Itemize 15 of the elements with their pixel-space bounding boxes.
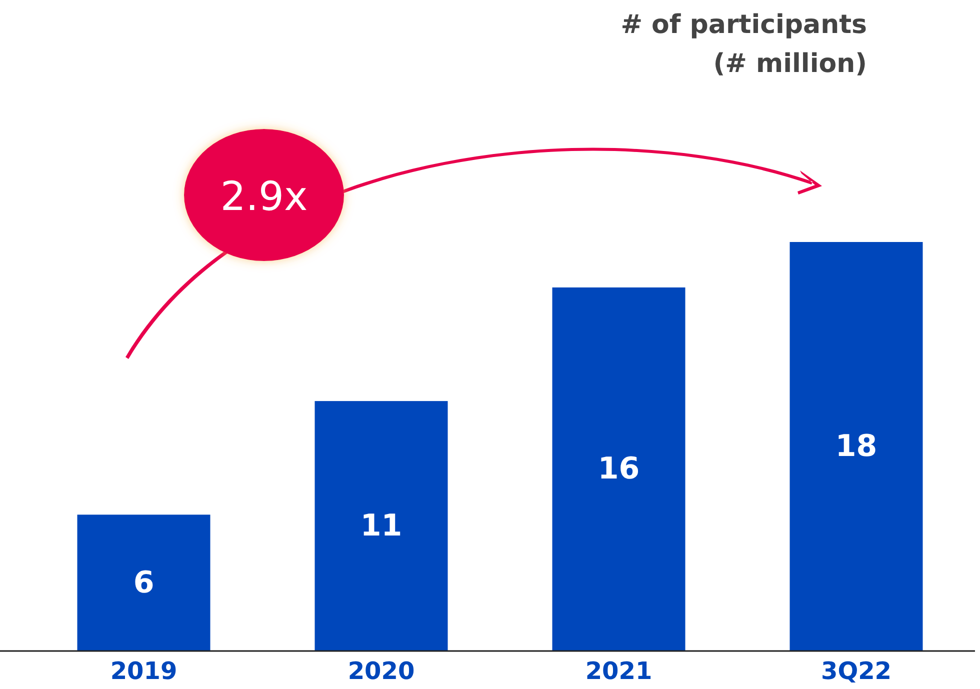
text: 2.9x <box>220 174 308 220</box>
x-tick-label: 2021 <box>585 657 652 685</box>
chart-title: # of participants <box>620 10 867 40</box>
chart-subtitle: (# million) <box>713 49 867 79</box>
x-tick-label: 2019 <box>110 657 178 685</box>
bar <box>77 514 210 651</box>
data-label: 11 <box>360 508 402 544</box>
bar <box>790 242 923 651</box>
x-tick-label: 3Q22 <box>821 657 892 685</box>
bar <box>314 401 448 651</box>
data-label: 18 <box>835 429 878 464</box>
data-label: 6 <box>133 565 154 600</box>
bar <box>552 287 686 651</box>
data-label: 16 <box>598 452 640 487</box>
x-tick-label: 2020 <box>348 657 415 685</box>
